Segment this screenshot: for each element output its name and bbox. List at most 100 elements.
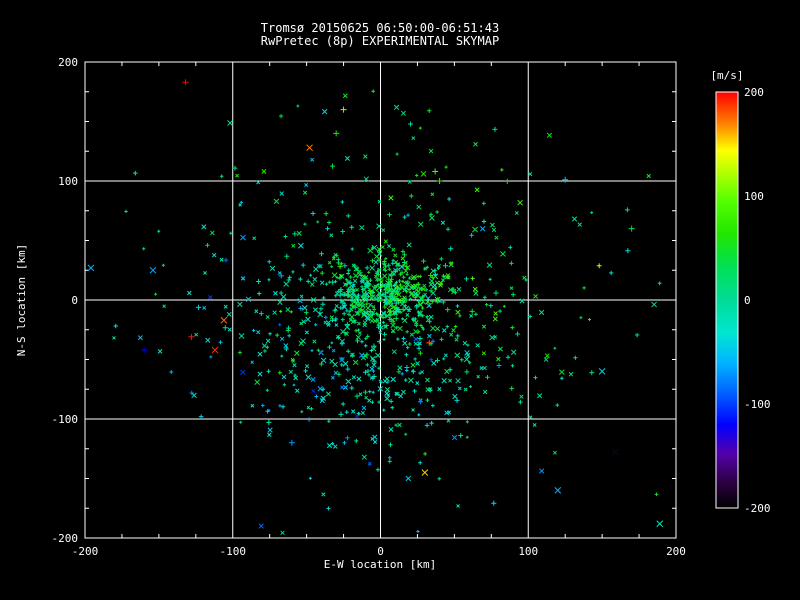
scatter-point [376, 320, 382, 326]
scatter-point [464, 350, 470, 356]
scatter-point [522, 275, 527, 280]
scatter-point [388, 442, 393, 447]
scatter-point [341, 301, 347, 306]
scatter-point [587, 317, 591, 321]
scatter-point [367, 398, 372, 403]
scatter-point [554, 487, 562, 494]
scatter-point [435, 210, 439, 214]
scatter-point [295, 388, 300, 394]
scatter-point [283, 281, 290, 287]
scatter-point [344, 322, 350, 327]
scatter-point [240, 276, 246, 281]
scatter-point [265, 345, 270, 349]
scatter-point [287, 275, 292, 280]
scatter-point [404, 365, 410, 371]
scatter-point [415, 361, 420, 366]
scatter-point [142, 247, 146, 251]
scatter-point [646, 173, 651, 179]
scatter-point [301, 304, 308, 311]
scatter-point [373, 284, 378, 290]
scatter-point [294, 350, 300, 356]
scatter-point [441, 328, 447, 333]
scatter-point [154, 292, 158, 296]
scatter-point [446, 275, 451, 280]
scatter-point [332, 361, 338, 368]
scatter-point [451, 289, 457, 295]
scatter-point [393, 267, 398, 273]
scatter-point [365, 316, 371, 322]
scatter-point [454, 337, 459, 342]
scatter-point [416, 310, 420, 314]
scatter-point [292, 231, 298, 237]
scatter-point [407, 342, 412, 346]
scatter-point [388, 291, 394, 297]
scatter-point [376, 272, 381, 277]
scatter-point [393, 104, 400, 111]
scatter-point [401, 389, 406, 395]
scatter-point [371, 244, 378, 251]
scatter-point [403, 260, 408, 265]
scatter-point [323, 211, 329, 217]
scatter-point [310, 211, 316, 216]
scatter-point [279, 191, 285, 196]
scatter-point [211, 346, 219, 354]
scatter-point [365, 302, 369, 306]
scatter-point [385, 290, 390, 295]
scatter-point [533, 375, 538, 380]
scatter-point [421, 287, 426, 292]
scatter-point [209, 355, 213, 359]
colorbar-title: [m/s] [710, 69, 743, 82]
scatter-point [324, 315, 328, 319]
scatter-point [346, 279, 350, 283]
scatter-point [265, 388, 269, 392]
scatter-point [359, 307, 365, 313]
scatter-point [350, 247, 354, 251]
scatter-point [430, 339, 436, 344]
scatter-point [320, 387, 326, 392]
scatter-point [406, 213, 410, 217]
scatter-point [399, 310, 403, 314]
scatter-point [269, 265, 276, 272]
scatter-point [327, 260, 332, 265]
scatter-point [404, 432, 408, 436]
scatter-point [403, 378, 408, 382]
colorbar: [m/s] 200 100 0 -100 -200 [710, 69, 770, 515]
scatter-point [356, 321, 361, 326]
scatter-point [544, 353, 550, 359]
scatter-point [393, 316, 399, 321]
scatter-point [517, 199, 523, 206]
scatter-point [332, 308, 338, 314]
scatter-point [257, 351, 263, 357]
scatter-point [311, 388, 316, 394]
scatter-point [277, 370, 282, 375]
scatter-point [527, 314, 533, 319]
scatter-point [426, 339, 433, 346]
scatter-point [468, 361, 472, 365]
y-axis-label: N-S location [km] [15, 244, 28, 357]
scatter-point [417, 302, 422, 307]
scatter-point [310, 349, 314, 352]
scatter-point [387, 455, 392, 460]
scatter-point [396, 337, 400, 341]
scatter-point [298, 277, 303, 282]
scatter-point [654, 492, 659, 497]
scatter-point [371, 89, 375, 93]
scatter-point [465, 435, 469, 439]
scatter-point [510, 292, 516, 297]
scatter-point [357, 328, 361, 332]
scatter-point [454, 352, 461, 359]
x-tick-label: 100 [518, 545, 538, 558]
scatter-point [402, 340, 408, 346]
scatter-point [382, 408, 386, 412]
colorbar-tick-label: -200 [744, 502, 771, 515]
scatter-point [469, 233, 474, 238]
scatter-point [365, 305, 371, 311]
scatter-point [346, 268, 351, 273]
scatter-point [422, 283, 427, 288]
scatter-point [375, 317, 380, 322]
scatter-point [415, 173, 419, 178]
x-tick-label: 0 [377, 545, 384, 558]
scatter-point [393, 253, 398, 258]
scatter-point [283, 346, 289, 352]
scatter-point [364, 395, 368, 400]
